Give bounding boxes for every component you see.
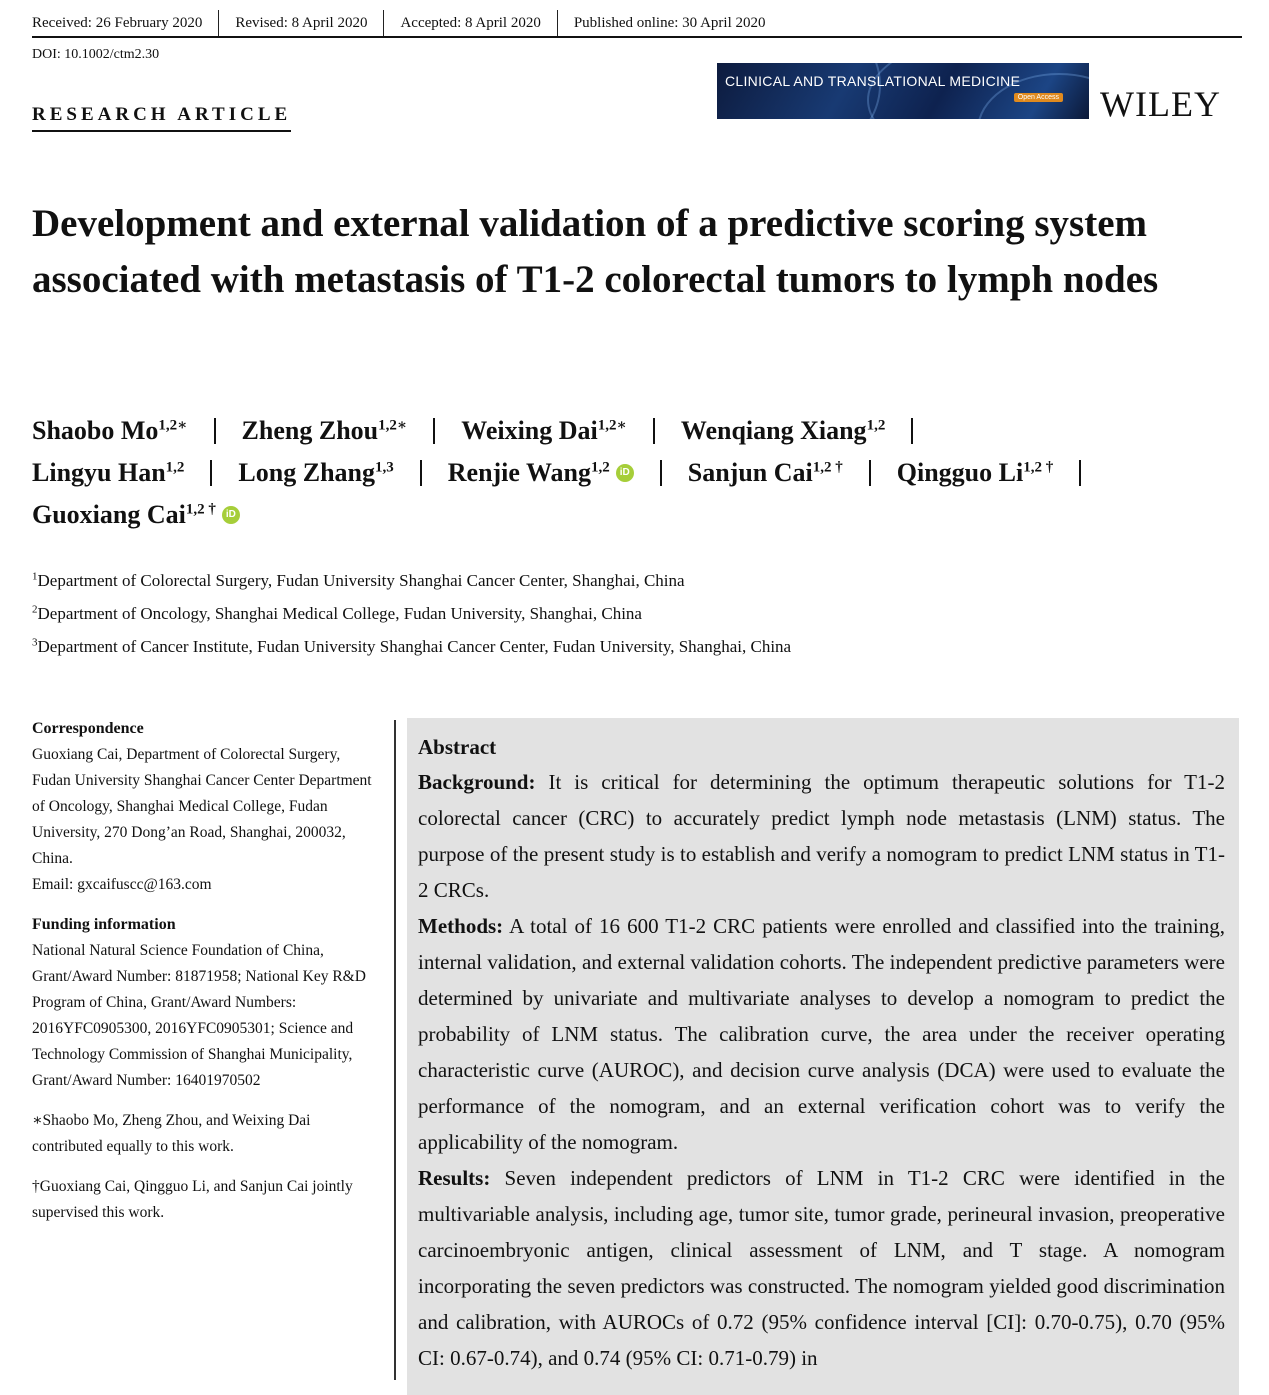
- header-rule: [32, 36, 1242, 38]
- affiliations: 1Department of Colorectal Surgery, Fudan…: [32, 564, 791, 663]
- supervision-note: †Guoxiang Cai, Qingguo Li, and Sanjun Ca…: [32, 1178, 353, 1221]
- publisher-logo[interactable]: WILEY: [1100, 84, 1221, 124]
- author-separator: [433, 418, 436, 444]
- article-type: RESEARCH ARTICLE: [32, 104, 292, 132]
- equal-contribution-note: ∗Shaobo Mo, Zheng Zhou, and Weixing Dai …: [32, 1112, 311, 1155]
- correspondence-heading: Correspondence: [32, 720, 144, 737]
- column-divider: [394, 720, 396, 1380]
- author[interactable]: Lingyu Han1,2: [32, 458, 185, 487]
- author[interactable]: Wenqiang Xiang1,2: [680, 416, 886, 445]
- published-date: Published online: 30 April 2020: [573, 14, 766, 31]
- banner-swirl: [867, 63, 1089, 119]
- abstract-heading: Abstract: [418, 735, 497, 759]
- funding-block: Funding information National Natural Sci…: [32, 912, 372, 1094]
- date-separator: [556, 10, 558, 36]
- orcid-icon[interactable]: iD: [221, 506, 240, 524]
- accepted-date: Accepted: 8 April 2020: [400, 14, 541, 31]
- publication-dates: Received: 26 February 2020 Revised: 8 Ap…: [32, 10, 1242, 36]
- affiliation: 3Department of Cancer Institute, Fudan U…: [32, 636, 792, 656]
- author[interactable]: Sanjun Cai1,2 †: [687, 458, 843, 487]
- author-line: Lingyu Han1,2 Long Zhang1,3 Renjie Wang1…: [32, 452, 1242, 494]
- article-title: Development and external validation of a…: [32, 202, 1159, 301]
- revised-date: Revised: 8 April 2020: [235, 14, 368, 31]
- orcid-icon[interactable]: iD: [615, 464, 634, 482]
- author[interactable]: Shaobo Mo1,2∗: [32, 416, 188, 445]
- author[interactable]: Guoxiang Cai1,2 †: [32, 500, 216, 529]
- author[interactable]: Long Zhang1,3: [238, 458, 394, 487]
- doi[interactable]: DOI: 10.1002/ctm2.30: [32, 47, 160, 62]
- author-separator: [868, 460, 871, 486]
- author-separator: [419, 460, 422, 486]
- abstract-methods: Methods: A total of 16 600 T1-2 CRC pati…: [418, 914, 1225, 1154]
- author[interactable]: Renjie Wang1,2: [447, 458, 610, 487]
- sidebar: Correspondence Guoxiang Cai, Department …: [32, 716, 372, 1240]
- correspondence-block: Correspondence Guoxiang Cai, Department …: [32, 716, 372, 898]
- author-line: Shaobo Mo1,2∗ Zheng Zhou1,2∗ Weixing Dai…: [32, 410, 1242, 452]
- correspondence-email[interactable]: Email: gxcaifuscc@163.com: [32, 876, 212, 893]
- author[interactable]: Zheng Zhou1,2∗: [241, 416, 408, 445]
- author[interactable]: Qingguo Li1,2 †: [896, 458, 1054, 487]
- affiliation: 2Department of Oncology, Shanghai Medica…: [32, 603, 642, 623]
- author-list: Shaobo Mo1,2∗ Zheng Zhou1,2∗ Weixing Dai…: [32, 410, 1242, 536]
- author[interactable]: Weixing Dai1,2∗: [461, 416, 627, 445]
- author-separator: [213, 418, 216, 444]
- affiliation: 1Department of Colorectal Surgery, Fudan…: [32, 570, 685, 590]
- date-separator: [383, 10, 385, 36]
- abstract-background: Background: It is critical for determini…: [418, 770, 1225, 902]
- author-separator: [652, 418, 655, 444]
- author-line: Guoxiang Cai1,2 † iD: [32, 494, 1242, 536]
- journal-banner[interactable]: CLINICAL AND TRANSLATIONAL MEDICINE Open…: [717, 63, 1089, 119]
- author-separator: [911, 418, 914, 444]
- author-separator: [210, 460, 213, 486]
- received-date: Received: 26 February 2020: [32, 14, 203, 31]
- correspondence-text: Guoxiang Cai, Department of Colorectal S…: [32, 746, 372, 867]
- funding-heading: Funding information: [32, 916, 176, 933]
- date-separator: [218, 10, 220, 36]
- author-separator: [1079, 460, 1082, 486]
- open-access-badge: Open Access: [1013, 93, 1063, 102]
- journal-name: CLINICAL AND TRANSLATIONAL MEDICINE: [725, 73, 1021, 89]
- funding-text: National Natural Science Foundation of C…: [32, 942, 366, 1089]
- abstract-results: Results: Seven independent predictors of…: [418, 1166, 1225, 1370]
- author-separator: [659, 460, 662, 486]
- banner-swirl: [717, 63, 881, 119]
- abstract-box: Abstract Background: It is critical for …: [407, 718, 1239, 1395]
